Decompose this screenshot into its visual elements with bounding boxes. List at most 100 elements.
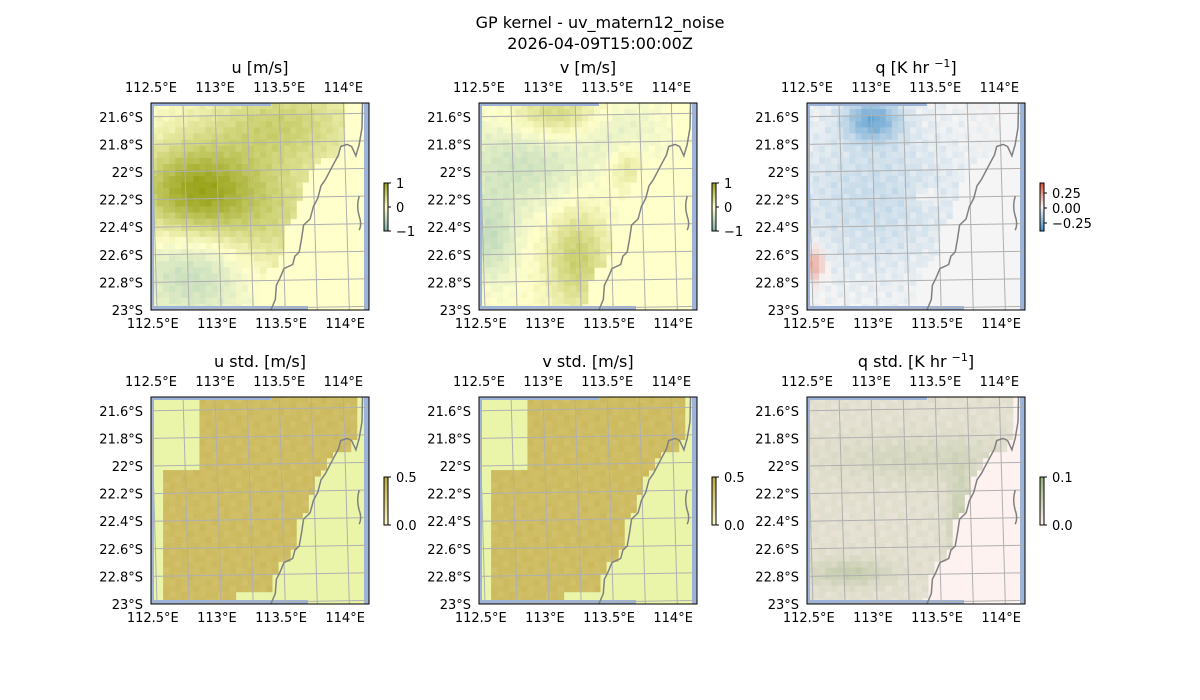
lon-tick-label-bottom: 112.5°E — [127, 611, 179, 626]
colorbar-tick-label: −1 — [396, 225, 415, 240]
lon-tick-label-bottom: 114°E — [653, 317, 693, 332]
lon-tick-label-bottom: 113°E — [525, 317, 565, 332]
gridlines — [807, 103, 1025, 310]
lat-tick-label: 22°S — [112, 166, 143, 181]
lon-tick-label-bottom: 112.5°E — [783, 611, 835, 626]
colorbar-tick-label: 1 — [724, 177, 732, 192]
figure-title: GP kernel - uv_matern12_noise — [476, 13, 725, 33]
lon-tick-label-bottom: 113°E — [853, 611, 893, 626]
lon-tick-label-top: 113°E — [851, 81, 891, 96]
lat-tick-label: 21.8°S — [99, 138, 143, 153]
coastline — [270, 103, 364, 310]
colorbar-tick-label: 0 — [396, 201, 404, 216]
lat-tick-label: 22.2°S — [99, 488, 143, 503]
coastline — [926, 397, 1020, 604]
colorbar-u: 1 0 −1 — [383, 177, 415, 240]
lat-tick-label: 22.8°S — [99, 276, 143, 291]
panel-title: v [m/s] — [560, 58, 616, 77]
lon-tick-label-top: 112.5°E — [453, 375, 505, 390]
lat-tick-label: 21.6°S — [99, 111, 143, 126]
ocean — [807, 103, 1025, 310]
lat-tick-label: 22.6°S — [427, 543, 471, 558]
lat-tick-label: 21.8°S — [99, 432, 143, 447]
lat-tick-label: 22.8°S — [427, 276, 471, 291]
island — [1012, 489, 1018, 525]
lon-tick-label-top: 113°E — [523, 375, 563, 390]
lon-tick-label-top: 112.5°E — [781, 81, 833, 96]
lon-tick-label-top: 114°E — [980, 81, 1020, 96]
lon-tick-label-top: 114°E — [652, 375, 692, 390]
lon-tick-label-bottom: 112.5°E — [455, 611, 507, 626]
lon-tick-label-bottom: 114°E — [325, 317, 365, 332]
lon-tick-label-top: 113°E — [195, 375, 235, 390]
lat-tick-label: 21.8°S — [427, 432, 471, 447]
lat-tick-label: 21.8°S — [755, 138, 799, 153]
lat-tick-label: 22.4°S — [755, 221, 799, 236]
axes-frame — [150, 102, 370, 311]
lat-tick-label: 22.2°S — [755, 194, 799, 209]
lat-tick-label: 22.4°S — [427, 221, 471, 236]
colorbar-tick-label: 0.5 — [396, 471, 417, 486]
panel-title: v std. [m/s] — [542, 352, 633, 371]
lon-tick-label-top: 113.5°E — [253, 81, 305, 96]
heatmap-q — [807, 103, 1002, 310]
gridlines — [807, 397, 1025, 604]
island — [356, 489, 362, 525]
colorbar-u_std: 0.5 0.0 — [383, 471, 417, 534]
lat-tick-label: 22.4°S — [99, 221, 143, 236]
panel-title: u [m/s] — [231, 58, 288, 77]
lat-tick-label: 22.6°S — [427, 249, 471, 264]
lon-tick-label-bottom: 114°E — [981, 611, 1021, 626]
lon-tick-label-top: 112.5°E — [781, 375, 833, 390]
gridlines — [479, 397, 697, 604]
colorbar-tick-label: 0.1 — [1052, 471, 1073, 486]
lon-tick-label-bottom: 113.5°E — [255, 317, 307, 332]
ocean — [151, 397, 369, 604]
lat-tick-label: 22.8°S — [755, 276, 799, 291]
lon-tick-label-top: 112.5°E — [125, 81, 177, 96]
lon-tick-label-bottom: 113.5°E — [583, 317, 635, 332]
lat-tick-label: 22.4°S — [427, 515, 471, 530]
axes-frame — [478, 396, 698, 605]
lon-tick-label-top: 113.5°E — [909, 375, 961, 390]
axes-frame — [478, 102, 698, 311]
lat-tick-label: 23°S — [768, 304, 799, 319]
colorbar-tick-label: 1 — [396, 177, 404, 192]
lat-tick-label: 22°S — [768, 460, 799, 475]
ocean — [479, 103, 697, 310]
lat-tick-label: 21.8°S — [427, 138, 471, 153]
lon-tick-label-bottom: 114°E — [653, 611, 693, 626]
lon-tick-label-top: 114°E — [980, 375, 1020, 390]
panel-q: q [K hr −1] 112.5°E 112.5°E 113°E 113°E 113.5… — [755, 57, 1092, 332]
lon-tick-label-top: 114°E — [324, 81, 364, 96]
island — [356, 195, 362, 231]
panel-v: v [m/s]112.5°E112.5°E113°E113°E113.5°E11… — [427, 58, 743, 332]
lon-tick-label-bottom: 114°E — [325, 611, 365, 626]
lat-tick-label: 23°S — [768, 598, 799, 613]
lon-tick-label-bottom: 113.5°E — [911, 611, 963, 626]
lon-tick-label-top: 114°E — [652, 81, 692, 96]
lon-tick-label-top: 113°E — [523, 81, 563, 96]
panel-title: u std. [m/s] — [214, 352, 306, 371]
coastline — [270, 397, 364, 604]
island — [684, 489, 690, 525]
lon-tick-label-top: 112.5°E — [453, 81, 505, 96]
lat-tick-label: 22.6°S — [755, 543, 799, 558]
lat-tick-label: 21.6°S — [755, 405, 799, 420]
colorbar-tick-label: 0 — [724, 201, 732, 216]
lat-tick-label: 23°S — [112, 304, 143, 319]
panel-u_std: u std. [m/s] 112.5°E 112.5°E 113°E 113°E 113.… — [99, 352, 416, 626]
lon-tick-label-top: 112.5°E — [125, 375, 177, 390]
lat-tick-label: 22.2°S — [755, 488, 799, 503]
lon-tick-label-bottom: 112.5°E — [455, 317, 507, 332]
lat-tick-label: 22.8°S — [99, 570, 143, 585]
colorbar-q_std: 0.1 0.0 — [1039, 471, 1073, 534]
ocean — [479, 397, 697, 604]
colorbar-tick-label: 0.25 — [1052, 187, 1081, 202]
lat-tick-label: 22.4°S — [99, 515, 143, 530]
coastline — [598, 397, 692, 604]
lon-tick-label-bottom: 113.5°E — [255, 611, 307, 626]
gridlines — [479, 103, 697, 310]
lon-tick-label-bottom: 113°E — [853, 317, 893, 332]
